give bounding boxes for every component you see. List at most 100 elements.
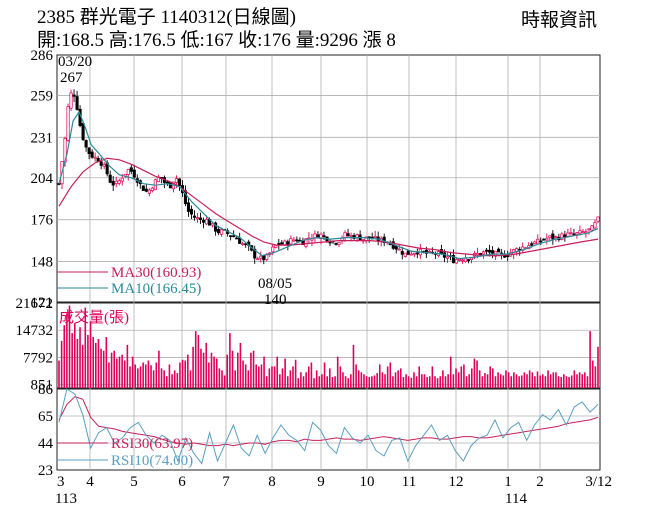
volume-bar xyxy=(481,376,484,388)
volume-bar xyxy=(318,376,321,388)
candle-body xyxy=(81,123,85,141)
candle-body xyxy=(186,202,191,212)
volume-bar xyxy=(492,368,494,388)
volume-bar xyxy=(494,376,497,388)
rsi-tick-label: 44 xyxy=(38,436,54,452)
x-month-label: 11 xyxy=(402,474,416,490)
candle-body xyxy=(445,256,449,259)
candle-body xyxy=(313,233,317,238)
volume-bar xyxy=(197,335,200,388)
volume-bar xyxy=(144,364,147,388)
volume-bar xyxy=(118,356,121,388)
volume-bar xyxy=(134,364,137,388)
volume-bar xyxy=(255,364,257,388)
candle-body xyxy=(277,243,281,245)
candle-body xyxy=(114,180,118,184)
volume-bar xyxy=(507,372,510,388)
volume-bar xyxy=(413,372,415,388)
candle-body xyxy=(108,174,112,183)
volume-bar xyxy=(465,376,468,388)
volume-bar xyxy=(131,356,134,388)
candle-body xyxy=(150,187,154,192)
volume-bar xyxy=(250,352,252,388)
x-month-label: 1 xyxy=(504,474,512,490)
volume-bar xyxy=(360,372,363,388)
volume-bar xyxy=(226,354,229,388)
candle-body xyxy=(129,167,133,172)
volume-bar xyxy=(163,370,165,388)
candle-body xyxy=(482,251,486,255)
volume-bar xyxy=(384,374,386,388)
volume-bar xyxy=(334,376,336,388)
volume-bar xyxy=(565,376,568,388)
volume-bar xyxy=(589,331,591,388)
candle-body xyxy=(488,249,492,253)
volume-bar xyxy=(263,356,265,388)
volume-tick-label: 21672 xyxy=(16,296,54,312)
candle-body xyxy=(409,253,413,256)
volume-bar xyxy=(536,371,539,388)
volume-bar xyxy=(202,352,205,388)
candle-body xyxy=(241,243,245,246)
volume-bar xyxy=(594,366,597,388)
candle-body xyxy=(144,188,148,192)
volume-bar xyxy=(463,364,465,388)
annotation-high-value: 267 xyxy=(60,70,83,86)
candle-body xyxy=(328,241,332,244)
x-month-label: 5 xyxy=(130,474,138,490)
candle-body xyxy=(349,235,353,237)
volume-bar xyxy=(289,370,292,388)
candle-body xyxy=(126,169,130,175)
volume-bar xyxy=(541,374,544,388)
x-month-label: 4 xyxy=(86,474,94,490)
volume-bar xyxy=(557,376,560,388)
panel-border-1 xyxy=(56,54,601,303)
candle-body xyxy=(548,235,552,238)
volume-bar xyxy=(473,358,476,388)
candle-body xyxy=(201,219,206,223)
candle-body xyxy=(560,233,564,240)
candle-body xyxy=(554,236,558,238)
candle-body xyxy=(90,151,94,158)
candle-body xyxy=(545,237,549,241)
volume-bar xyxy=(171,374,173,388)
chart-frame xyxy=(56,54,601,471)
volume-bar xyxy=(223,375,226,388)
volume-bar xyxy=(323,362,326,388)
volume-bar xyxy=(192,346,194,388)
candle-body xyxy=(485,249,489,252)
candle-body xyxy=(292,239,296,242)
candle-body xyxy=(256,258,260,261)
volume-bar xyxy=(547,370,549,388)
volume-title: 成交量(張) xyxy=(59,308,129,326)
ma-legend-label: MA30(160.93) xyxy=(111,265,201,281)
volume-bar xyxy=(194,331,197,388)
grid-lines xyxy=(57,55,600,470)
volume-bar xyxy=(484,373,486,388)
volume-bar xyxy=(347,378,350,388)
candle-body xyxy=(352,235,356,239)
candle-body xyxy=(406,250,410,255)
rsi-legend-label: RSI10(74.00) xyxy=(111,453,193,469)
candle-body xyxy=(192,215,197,218)
volume-bar xyxy=(281,368,284,388)
volume-bar xyxy=(523,372,526,388)
rsi-legend-label: RSI30(63.97) xyxy=(111,436,193,452)
candle-body xyxy=(394,246,398,250)
volume-bar xyxy=(313,378,315,388)
volume-bar xyxy=(478,370,481,388)
candle-body xyxy=(346,233,350,237)
candle-body xyxy=(295,239,299,242)
volume-bar xyxy=(552,372,555,388)
candle-body xyxy=(466,259,471,261)
x-month-label: 10 xyxy=(360,474,375,490)
candle-body xyxy=(569,232,573,234)
volume-bar xyxy=(331,377,334,388)
candle-body xyxy=(530,243,534,246)
price-tick-label: 231 xyxy=(31,130,54,146)
candle-body xyxy=(415,252,419,255)
volume-bar xyxy=(402,377,405,388)
volume-bar xyxy=(152,370,155,388)
volume-bar xyxy=(63,325,66,388)
